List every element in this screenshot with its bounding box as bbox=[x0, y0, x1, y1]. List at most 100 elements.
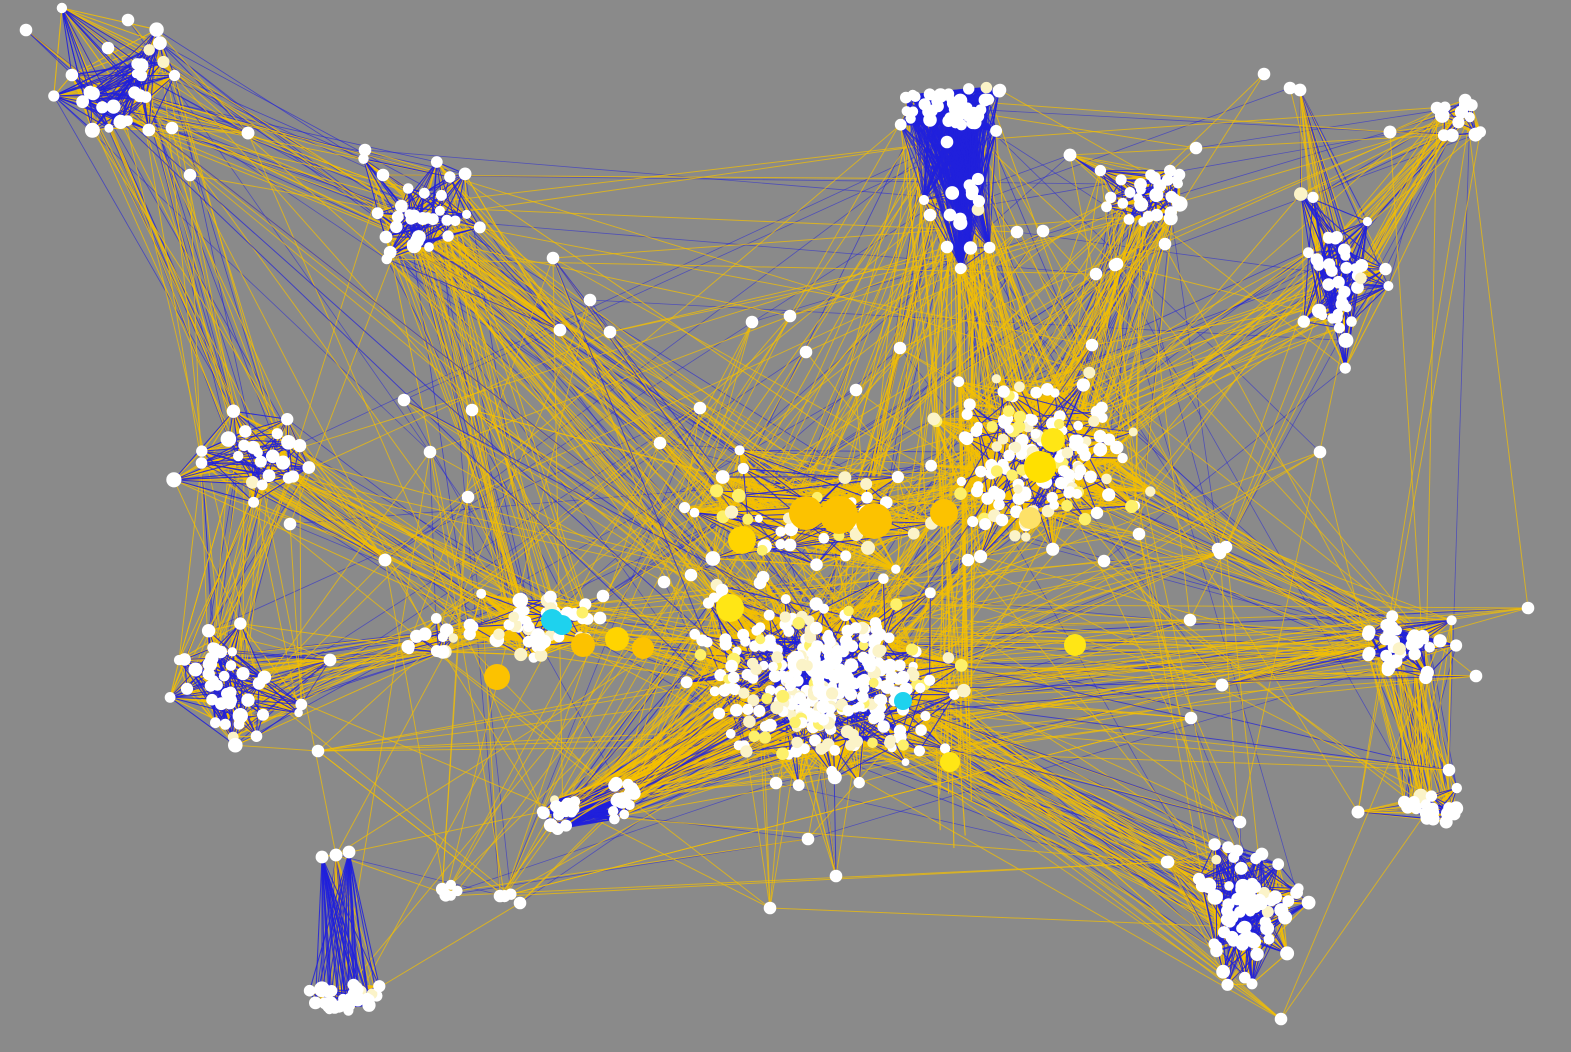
graph-node[interactable] bbox=[253, 447, 263, 458]
graph-node[interactable] bbox=[992, 488, 1006, 502]
graph-node[interactable] bbox=[513, 896, 527, 910]
graph-node[interactable] bbox=[745, 315, 759, 329]
graph-node[interactable] bbox=[1282, 895, 1295, 907]
graph-node[interactable] bbox=[444, 171, 456, 183]
graph-node[interactable] bbox=[801, 832, 815, 846]
graph-node[interactable] bbox=[1383, 626, 1396, 639]
graph-node[interactable] bbox=[709, 686, 720, 697]
graph-node[interactable] bbox=[246, 475, 259, 489]
graph-node[interactable] bbox=[923, 208, 937, 222]
graph-node[interactable] bbox=[560, 819, 572, 832]
graph-node[interactable] bbox=[953, 212, 967, 226]
graph-node[interactable] bbox=[1108, 258, 1122, 272]
graph-node[interactable] bbox=[1010, 225, 1024, 239]
graph-node[interactable] bbox=[1021, 532, 1031, 542]
graph-node[interactable] bbox=[202, 667, 215, 681]
graph-node[interactable] bbox=[1200, 877, 1217, 894]
graph-node[interactable] bbox=[1128, 427, 1138, 437]
graph-node[interactable] bbox=[1097, 412, 1108, 423]
graph-node[interactable] bbox=[1239, 971, 1251, 984]
graph-node[interactable] bbox=[780, 594, 791, 605]
graph-node[interactable] bbox=[391, 210, 404, 223]
graph-node[interactable] bbox=[908, 106, 919, 117]
graph-node[interactable] bbox=[817, 660, 829, 673]
graph-node[interactable] bbox=[1235, 937, 1249, 951]
graph-node[interactable] bbox=[986, 421, 998, 433]
graph-node[interactable] bbox=[843, 605, 854, 617]
graph-node[interactable] bbox=[416, 212, 430, 225]
graph-node[interactable] bbox=[1164, 164, 1176, 177]
graph-node[interactable] bbox=[232, 708, 248, 724]
graph-node[interactable] bbox=[1327, 313, 1338, 324]
graph-node[interactable] bbox=[877, 720, 890, 733]
graph-node[interactable] bbox=[1230, 844, 1244, 857]
graph-node[interactable] bbox=[679, 502, 691, 514]
graph-node[interactable] bbox=[544, 590, 557, 604]
graph-node[interactable] bbox=[918, 194, 930, 206]
graph-node[interactable] bbox=[142, 123, 156, 137]
graph-node[interactable] bbox=[149, 22, 164, 37]
graph-node[interactable] bbox=[884, 734, 897, 746]
graph-node[interactable] bbox=[693, 401, 707, 415]
graph-node[interactable] bbox=[1419, 670, 1433, 685]
graph-node[interactable] bbox=[840, 725, 854, 739]
graph-node[interactable] bbox=[523, 620, 535, 633]
graph-node[interactable] bbox=[303, 984, 316, 997]
graph-node[interactable] bbox=[1245, 932, 1259, 946]
graph-node[interactable] bbox=[826, 687, 839, 700]
graph-node[interactable] bbox=[853, 776, 865, 789]
graph-node[interactable] bbox=[1442, 763, 1456, 777]
graph-node[interactable] bbox=[842, 705, 854, 717]
graph-node[interactable] bbox=[920, 710, 931, 722]
graph-node[interactable] bbox=[896, 670, 910, 685]
graph-node[interactable] bbox=[329, 848, 343, 862]
graph-node[interactable] bbox=[894, 118, 907, 131]
graph-node[interactable] bbox=[818, 532, 830, 544]
graph-node[interactable] bbox=[532, 636, 548, 652]
graph-node[interactable] bbox=[424, 242, 434, 252]
graph-node[interactable] bbox=[220, 431, 237, 447]
graph-node[interactable] bbox=[84, 122, 100, 138]
graph-node[interactable] bbox=[236, 667, 250, 681]
graph-node[interactable] bbox=[1003, 405, 1015, 417]
graph-node[interactable] bbox=[742, 703, 754, 716]
graph-node[interactable] bbox=[1123, 214, 1135, 225]
graph-node[interactable] bbox=[1330, 231, 1343, 244]
graph-node[interactable] bbox=[963, 83, 975, 95]
graph-node[interactable] bbox=[906, 666, 918, 678]
graph-node[interactable] bbox=[1110, 440, 1124, 455]
graph-node[interactable] bbox=[1388, 654, 1403, 668]
graph-node[interactable] bbox=[1419, 807, 1432, 819]
graph-node[interactable] bbox=[924, 674, 936, 686]
graph-node[interactable] bbox=[493, 628, 505, 640]
graph-node[interactable] bbox=[851, 735, 863, 748]
graph-node[interactable] bbox=[761, 693, 773, 705]
graph-node[interactable] bbox=[924, 587, 936, 599]
graph-node[interactable] bbox=[993, 498, 1005, 511]
graph-node[interactable] bbox=[918, 98, 931, 111]
graph-node[interactable] bbox=[1303, 247, 1314, 259]
graph-node[interactable] bbox=[324, 1004, 335, 1015]
graph-node[interactable] bbox=[743, 715, 756, 728]
graph-node[interactable] bbox=[1272, 858, 1285, 871]
graph-node[interactable] bbox=[807, 645, 821, 660]
graph-node[interactable] bbox=[302, 461, 316, 474]
graph-node[interactable] bbox=[1133, 193, 1143, 203]
graph-node[interactable] bbox=[1057, 465, 1069, 476]
graph-node[interactable] bbox=[982, 93, 995, 105]
graph-node[interactable] bbox=[949, 689, 960, 700]
graph-node[interactable] bbox=[1250, 947, 1264, 961]
graph-node[interactable] bbox=[715, 583, 729, 597]
graph-node[interactable] bbox=[783, 625, 795, 637]
graph-node[interactable] bbox=[1465, 99, 1478, 112]
graph-node[interactable] bbox=[781, 671, 794, 684]
graph-node[interactable] bbox=[1019, 489, 1032, 502]
graph-node[interactable] bbox=[963, 398, 976, 411]
graph-node[interactable] bbox=[435, 189, 447, 201]
graph-node[interactable] bbox=[897, 739, 909, 751]
graph-node[interactable] bbox=[401, 640, 415, 654]
graph-node[interactable] bbox=[96, 101, 109, 114]
graph-node[interactable] bbox=[1408, 636, 1419, 647]
graph-node[interactable] bbox=[1322, 278, 1335, 291]
graph-node[interactable] bbox=[346, 994, 359, 1006]
